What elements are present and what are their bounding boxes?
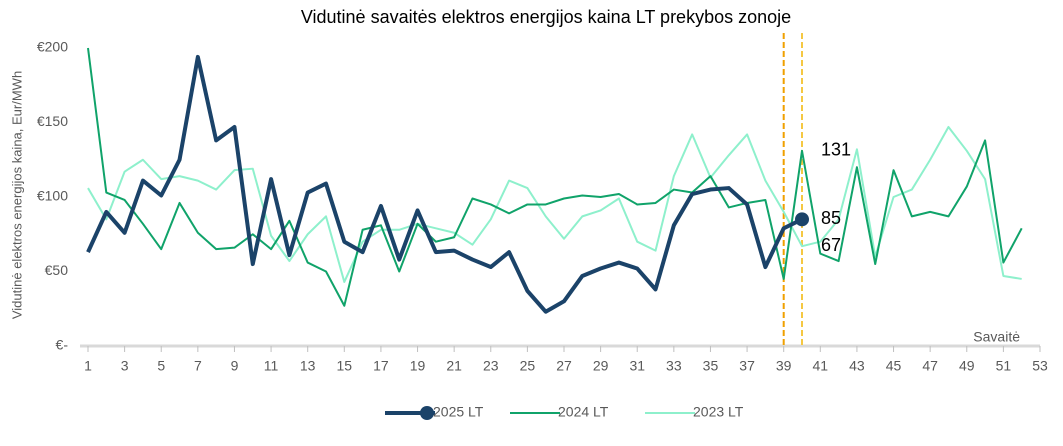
data-label: 67 (821, 235, 841, 255)
legend-label: 2023 LT (693, 404, 744, 420)
x-tick-label: 3 (121, 358, 129, 374)
series-marker (795, 212, 809, 227)
x-tick-label: 25 (520, 358, 536, 374)
y-tick-label: €50 (45, 262, 69, 278)
chart-title: Vidutinė savaitės elektros energijos kai… (301, 7, 791, 27)
x-tick-label: 19 (410, 358, 426, 374)
x-tick-label: 41 (813, 358, 829, 374)
x-tick-label: 15 (337, 358, 353, 374)
data-label: 85 (821, 208, 841, 228)
x-tick-label: 53 (1032, 358, 1048, 374)
y-axis-label: Vidutinė elektros energijos kaina, Eur/M… (9, 71, 24, 319)
x-tick-label: 23 (483, 358, 499, 374)
x-tick-label: 1 (84, 358, 92, 374)
legend-label: 2024 LT (558, 404, 609, 420)
x-tick-label: 21 (446, 358, 462, 374)
y-tick-label: €200 (37, 39, 68, 55)
legend-label: 2025 LT (433, 404, 484, 420)
x-tick-label: 39 (776, 358, 792, 374)
x-tick-label: 5 (157, 358, 165, 374)
x-tick-label: 27 (556, 358, 572, 374)
data-label: 131 (821, 140, 851, 160)
y-tick-label: €- (56, 337, 69, 353)
series-line (87, 125, 1022, 283)
x-tick-label: 37 (739, 358, 755, 374)
x-tick-label: 13 (300, 358, 316, 374)
legend-marker (420, 406, 434, 420)
x-tick-label: 17 (373, 358, 389, 374)
series-line (87, 47, 1023, 307)
x-tick-label: 35 (703, 358, 719, 374)
x-tick-label: 31 (629, 358, 645, 374)
x-tick-label: 9 (231, 358, 239, 374)
x-tick-label: 51 (996, 358, 1012, 374)
x-tick-label: 7 (194, 358, 202, 374)
x-tick-label: 43 (849, 358, 865, 374)
y-tick-label: €100 (37, 188, 68, 204)
series-line (86, 54, 803, 314)
x-tick-label: 33 (666, 358, 682, 374)
x-tick-label: 49 (959, 358, 975, 374)
x-axis-label: Savaitė (973, 329, 1020, 345)
x-tick-label: 45 (886, 358, 902, 374)
x-tick-label: 29 (593, 358, 609, 374)
x-tick-label: 47 (922, 358, 938, 374)
y-tick-label: €150 (37, 113, 68, 129)
x-tick-label: 11 (264, 358, 279, 374)
